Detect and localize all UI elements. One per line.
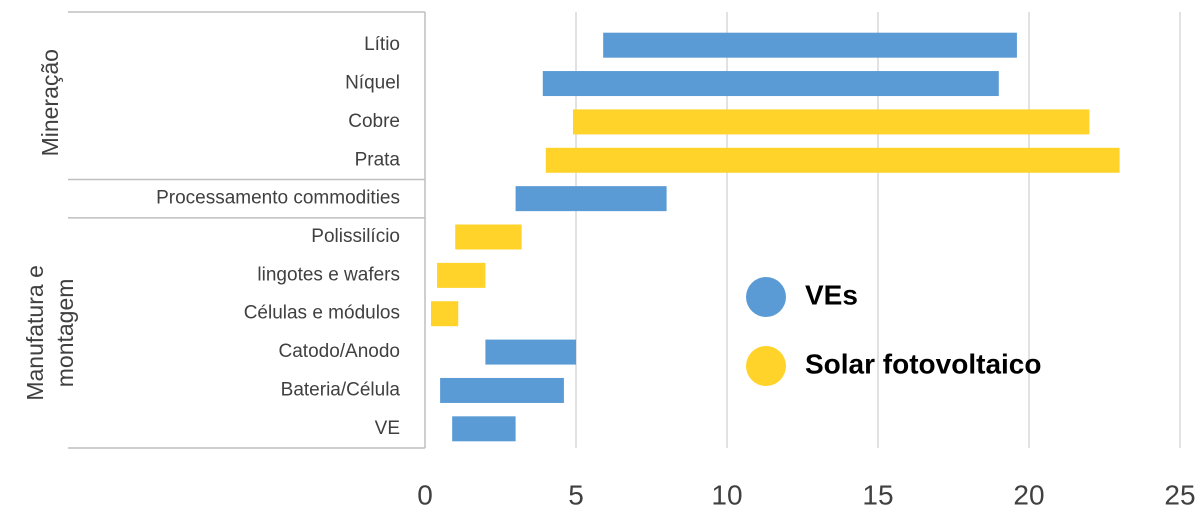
bar — [542, 71, 999, 97]
x-tick-label: 5 — [568, 479, 584, 509]
category-label: Catodo/Anodo — [279, 341, 401, 362]
bar — [455, 224, 522, 250]
bar — [572, 109, 1090, 135]
bar — [515, 186, 667, 212]
category-label: Prata — [355, 149, 401, 170]
group-label: Manufatura e — [22, 265, 48, 401]
legend-label: Solar fotovoltaico — [805, 348, 1041, 379]
legend-label: VEs — [805, 279, 858, 310]
category-label: Lítio — [364, 34, 400, 55]
category-label: Níquel — [345, 73, 400, 94]
category-label: VE — [375, 418, 400, 439]
bar — [485, 339, 576, 365]
x-tick-label: 0 — [417, 479, 433, 509]
group-label: Mineração — [37, 49, 63, 156]
category-label: Processamento commodities — [156, 188, 400, 209]
bar — [431, 301, 459, 327]
legend-swatch — [746, 346, 786, 386]
x-tick-label: 25 — [1164, 479, 1195, 509]
bar — [440, 377, 564, 403]
category-label: Cobre — [348, 111, 400, 132]
category-label: lingotes e wafers — [257, 264, 400, 285]
category-label: Bateria/Célula — [281, 379, 401, 400]
x-tick-label: 20 — [1013, 479, 1044, 509]
bar — [437, 262, 486, 288]
bar — [452, 416, 516, 442]
category-label: Polissilício — [311, 226, 400, 247]
bar — [603, 32, 1017, 58]
group-label: montagem — [52, 279, 78, 388]
x-tick-label: 15 — [862, 479, 893, 509]
x-tick-label: 10 — [711, 479, 742, 509]
category-label: Células e módulos — [244, 303, 400, 324]
bar — [545, 147, 1120, 173]
legend-swatch — [746, 277, 786, 317]
